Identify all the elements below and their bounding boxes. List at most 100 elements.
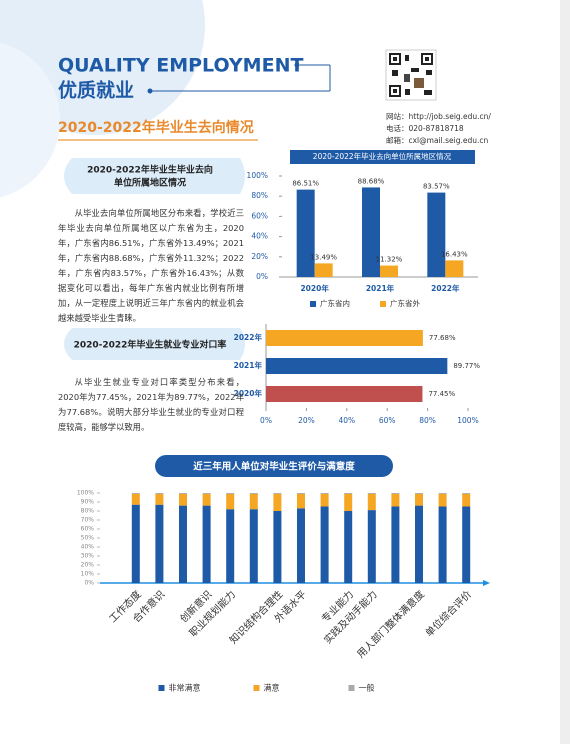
bar-segment: [462, 493, 471, 494]
contact-line: 电话：020-87818718: [386, 123, 464, 133]
y-tick-label: 30%: [81, 553, 95, 560]
y-tick-label: 90%: [81, 499, 95, 506]
bar-segment: [155, 504, 164, 583]
qr-code: [385, 49, 437, 101]
paragraph: 从毕业生就业专业对口率类型分布来看，2020年为77.45%，2021年为89.…: [58, 377, 244, 432]
bar-segment: [297, 493, 305, 509]
bar-segment: [202, 493, 211, 494]
section-title: 2020-2022年毕业生去向情况: [58, 119, 254, 136]
y-tick-label: 2020年: [234, 388, 263, 398]
bar: [266, 330, 423, 346]
y-tick-label: 40%: [251, 232, 268, 241]
y-tick-label: 60%: [81, 526, 95, 533]
bar-segment: [438, 506, 447, 583]
bar-segment: [462, 506, 471, 583]
bar-segment: [249, 509, 258, 583]
bar-segment: [391, 506, 400, 583]
bar-segment: [179, 505, 187, 583]
bar: [296, 189, 315, 277]
value-label: 89.77%: [453, 362, 480, 370]
bar-segment: [415, 505, 423, 583]
decor-underline: [58, 139, 258, 141]
bar-segment: [367, 510, 376, 583]
legend-label: 一般: [359, 683, 375, 693]
y-tick-label: 0%: [84, 580, 94, 587]
bar-segment: [344, 493, 353, 494]
y-tick-label: 100%: [247, 171, 268, 180]
y-tick-label: 80%: [81, 508, 95, 515]
bar-segment: [226, 493, 235, 510]
legend-swatch: [380, 301, 386, 307]
bar-segment: [179, 493, 187, 506]
legend-swatch: [310, 301, 316, 307]
value-label: 77.68%: [429, 334, 456, 342]
y-tick-label: 0%: [256, 272, 268, 281]
x-tick-label: 40%: [338, 416, 355, 425]
paragraph: 从毕业去向单位所属地区分布来看，学校近三年毕业去向单位所属地区以广东省为主，20…: [58, 208, 244, 323]
bar-segment: [320, 506, 329, 583]
contact-line: 网站：http://job.seig.edu.cn/: [386, 111, 491, 121]
bar-segment: [438, 493, 447, 494]
edge-strip: [560, 0, 570, 744]
bar-segment: [249, 493, 258, 510]
bar: [380, 265, 398, 277]
x-tick-label: 2021年: [366, 283, 395, 293]
bar-segment: [226, 493, 235, 494]
value-label: 83.57%: [423, 183, 450, 191]
y-tick-label: 60%: [251, 211, 268, 220]
bar-segment: [131, 493, 140, 505]
chart-title: 2020-2022年毕业去向单位所属地区情况: [313, 151, 452, 161]
bar-segment: [320, 493, 329, 507]
bar-segment: [344, 493, 353, 511]
x-tick-label: 2022年: [431, 283, 460, 293]
value-label: 86.51%: [292, 180, 319, 188]
bar-segment: [367, 493, 376, 511]
bar-segment: [297, 493, 305, 494]
bar: [362, 187, 380, 277]
legend-swatch: [158, 685, 165, 691]
value-label: 13.49%: [310, 253, 337, 261]
bar-segment: [344, 511, 353, 583]
bar-segment: [273, 493, 282, 511]
y-tick-label: 10%: [81, 571, 95, 578]
decor-dot: [294, 62, 300, 68]
x-tick-label: 20%: [298, 416, 315, 425]
y-tick-label: 40%: [81, 544, 95, 551]
title-cn: 优质就业: [58, 79, 134, 102]
bar: [314, 263, 333, 277]
legend-label: 满意: [264, 683, 280, 693]
bar-segment: [249, 493, 258, 494]
section-pill: [64, 158, 245, 194]
y-tick-label: 20%: [81, 562, 95, 569]
y-tick-label: 20%: [251, 252, 268, 261]
chart-title-bar: [290, 150, 475, 164]
bar-segment: [131, 493, 140, 494]
bar-segment: [367, 493, 376, 494]
x-tick-label: 60%: [379, 416, 396, 425]
section2-title: 2020-2022年毕业生就业专业对口率: [74, 339, 227, 351]
value-label: 16.43%: [441, 250, 468, 258]
x-tick-label: 80%: [419, 416, 436, 425]
section1-title: 2020-2022年毕业生毕业去向: [87, 164, 213, 176]
y-tick-label: 80%: [251, 191, 268, 200]
bar-segment: [273, 511, 282, 583]
bar-segment: [391, 493, 400, 494]
value-label: 11.32%: [376, 256, 403, 264]
bar-segment: [155, 493, 164, 505]
decor-circle: [0, 42, 60, 198]
x-tick-label: 0%: [260, 416, 272, 425]
bar-segment: [415, 493, 423, 494]
bar-segment: [297, 508, 305, 583]
bar-segment: [202, 505, 211, 583]
bar-segment: [391, 493, 400, 507]
title-en: QUALITY EMPLOYMENT: [58, 55, 303, 77]
bar-segment: [179, 493, 187, 494]
bar-segment: [226, 509, 235, 583]
bar-segment: [438, 493, 447, 507]
axis-arrow: [483, 580, 490, 586]
legend-swatch: [253, 685, 260, 691]
value-label: 77.45%: [428, 390, 455, 398]
bar: [427, 192, 446, 277]
y-tick-label: 100%: [77, 490, 94, 497]
